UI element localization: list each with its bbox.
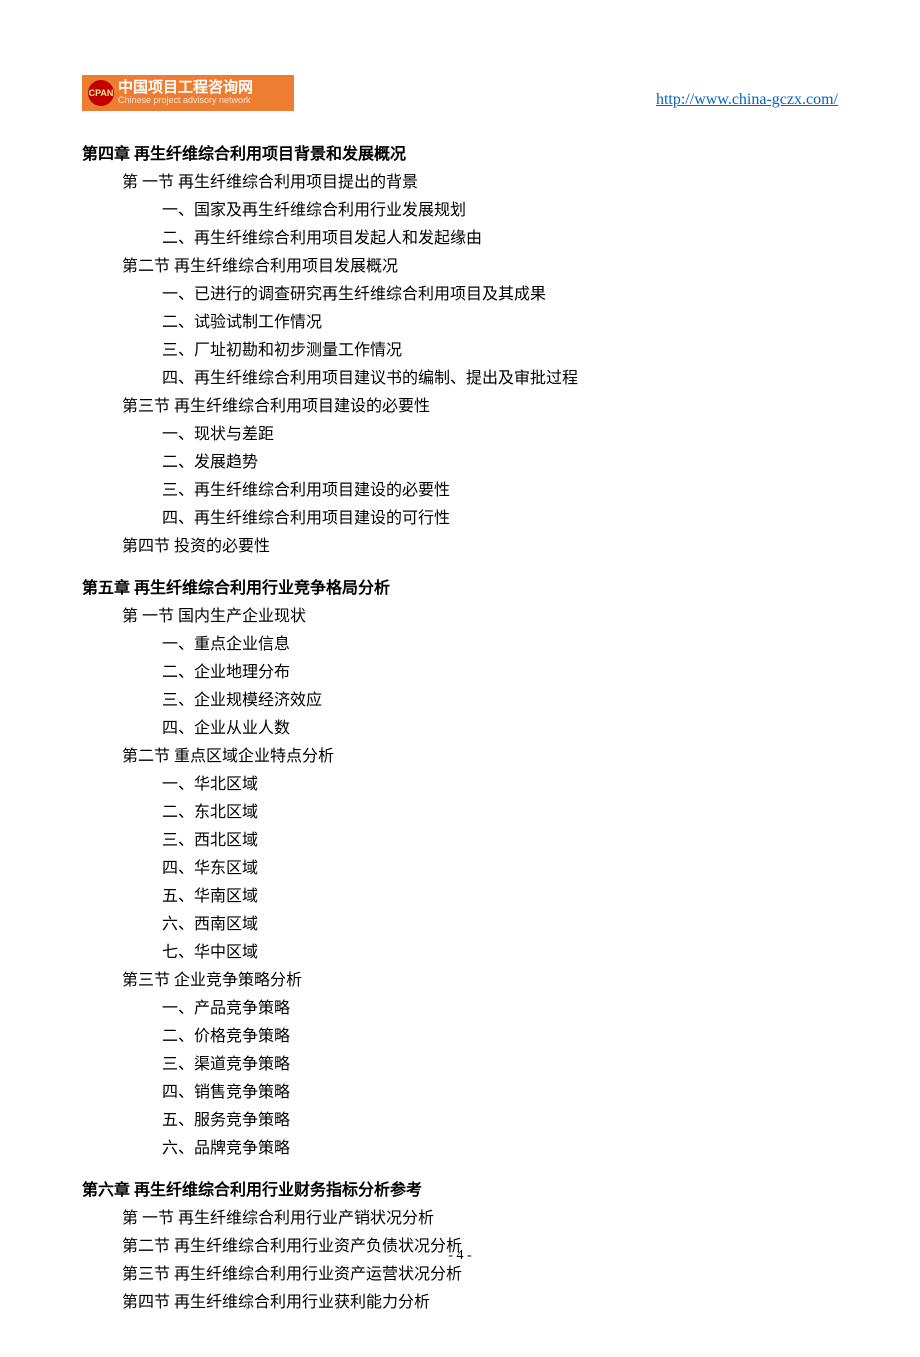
list-item: 三、西北区域 xyxy=(82,827,838,855)
logo-block: CPAN 中国项目工程咨询网 Chinese project advisory … xyxy=(82,75,294,111)
chapter-title: 第四章 再生纤维综合利用项目背景和发展概况 xyxy=(82,141,838,169)
section-title: 第 一节 再生纤维综合利用项目提出的背景 xyxy=(82,169,838,197)
chapter-title: 第六章 再生纤维综合利用行业财务指标分析参考 xyxy=(82,1177,838,1205)
list-item: 六、品牌竞争策略 xyxy=(82,1135,838,1163)
list-item: 一、重点企业信息 xyxy=(82,631,838,659)
list-item: 五、服务竞争策略 xyxy=(82,1107,838,1135)
list-item: 四、再生纤维综合利用项目建议书的编制、提出及审批过程 xyxy=(82,365,838,393)
list-item: 二、价格竞争策略 xyxy=(82,1023,838,1051)
section-title: 第 一节 再生纤维综合利用行业产销状况分析 xyxy=(82,1205,838,1233)
list-item: 二、再生纤维综合利用项目发起人和发起缘由 xyxy=(82,225,838,253)
list-item: 三、企业规模经济效应 xyxy=(82,687,838,715)
list-item: 一、现状与差距 xyxy=(82,421,838,449)
list-item: 一、国家及再生纤维综合利用行业发展规划 xyxy=(82,197,838,225)
list-item: 二、试验试制工作情况 xyxy=(82,309,838,337)
logo-cn-text: 中国项目工程咨询网 xyxy=(118,80,253,97)
logo-badge-icon: CPAN xyxy=(88,80,114,106)
list-item: 六、西南区域 xyxy=(82,911,838,939)
content-body: 第四章 再生纤维综合利用项目背景和发展概况第 一节 再生纤维综合利用项目提出的背… xyxy=(82,141,838,1317)
section-title: 第三节 企业竞争策略分析 xyxy=(82,967,838,995)
page-header: CPAN 中国项目工程咨询网 Chinese project advisory … xyxy=(82,75,838,111)
list-item: 四、企业从业人数 xyxy=(82,715,838,743)
list-item: 四、华东区域 xyxy=(82,855,838,883)
list-item: 二、东北区域 xyxy=(82,799,838,827)
list-item: 一、华北区域 xyxy=(82,771,838,799)
list-item: 一、已进行的调查研究再生纤维综合利用项目及其成果 xyxy=(82,281,838,309)
list-item: 二、企业地理分布 xyxy=(82,659,838,687)
section-title: 第 一节 国内生产企业现状 xyxy=(82,603,838,631)
list-item: 三、厂址初勘和初步测量工作情况 xyxy=(82,337,838,365)
list-item: 一、产品竞争策略 xyxy=(82,995,838,1023)
list-item: 二、发展趋势 xyxy=(82,449,838,477)
logo-en-text: Chinese project advisory network xyxy=(118,96,253,106)
section-title: 第三节 再生纤维综合利用项目建设的必要性 xyxy=(82,393,838,421)
list-item: 四、销售竞争策略 xyxy=(82,1079,838,1107)
logo-text: 中国项目工程咨询网 Chinese project advisory netwo… xyxy=(118,80,253,106)
header-url-link[interactable]: http://www.china-gczx.com/ xyxy=(656,91,838,109)
list-item: 三、渠道竞争策略 xyxy=(82,1051,838,1079)
list-item: 三、再生纤维综合利用项目建设的必要性 xyxy=(82,477,838,505)
section-title: 第二节 再生纤维综合利用项目发展概况 xyxy=(82,253,838,281)
list-item: 五、华南区域 xyxy=(82,883,838,911)
section-title: 第二节 重点区域企业特点分析 xyxy=(82,743,838,771)
section-title: 第三节 再生纤维综合利用行业资产运营状况分析 xyxy=(82,1261,838,1289)
list-item: 七、华中区域 xyxy=(82,939,838,967)
page-container: CPAN 中国项目工程咨询网 Chinese project advisory … xyxy=(0,0,920,1357)
section-title: 第四节 再生纤维综合利用行业获利能力分析 xyxy=(82,1289,838,1317)
chapter-title: 第五章 再生纤维综合利用行业竞争格局分析 xyxy=(82,575,838,603)
page-number: - 4 - xyxy=(0,1248,920,1264)
list-item: 四、再生纤维综合利用项目建设的可行性 xyxy=(82,505,838,533)
section-title: 第四节 投资的必要性 xyxy=(82,533,838,561)
